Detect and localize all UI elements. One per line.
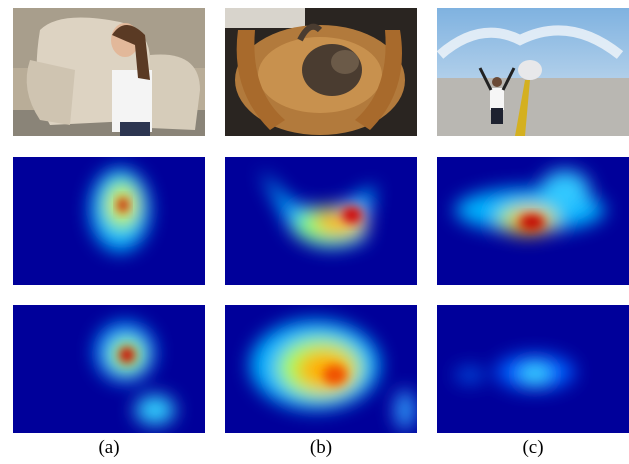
photo-b — [225, 8, 417, 136]
panel-label: (a) — [98, 437, 119, 458]
panel-label: (c) — [522, 437, 543, 458]
photo-c — [437, 8, 629, 136]
heatmap-b-1 — [225, 157, 417, 285]
heatmap-c-2 — [437, 305, 629, 433]
panel-label: (b) — [310, 437, 332, 458]
photo-a — [13, 8, 205, 136]
heatmap-b-2 — [225, 305, 417, 433]
heatmap-a-2 — [13, 305, 205, 433]
heatmap-a-1 — [13, 157, 205, 285]
heatmap-c-1 — [437, 157, 629, 285]
page: (a) (b) (c) (() => { const data = JSON.p… — [0, 0, 629, 464]
figure: (a) (b) (c) — [0, 0, 629, 464]
